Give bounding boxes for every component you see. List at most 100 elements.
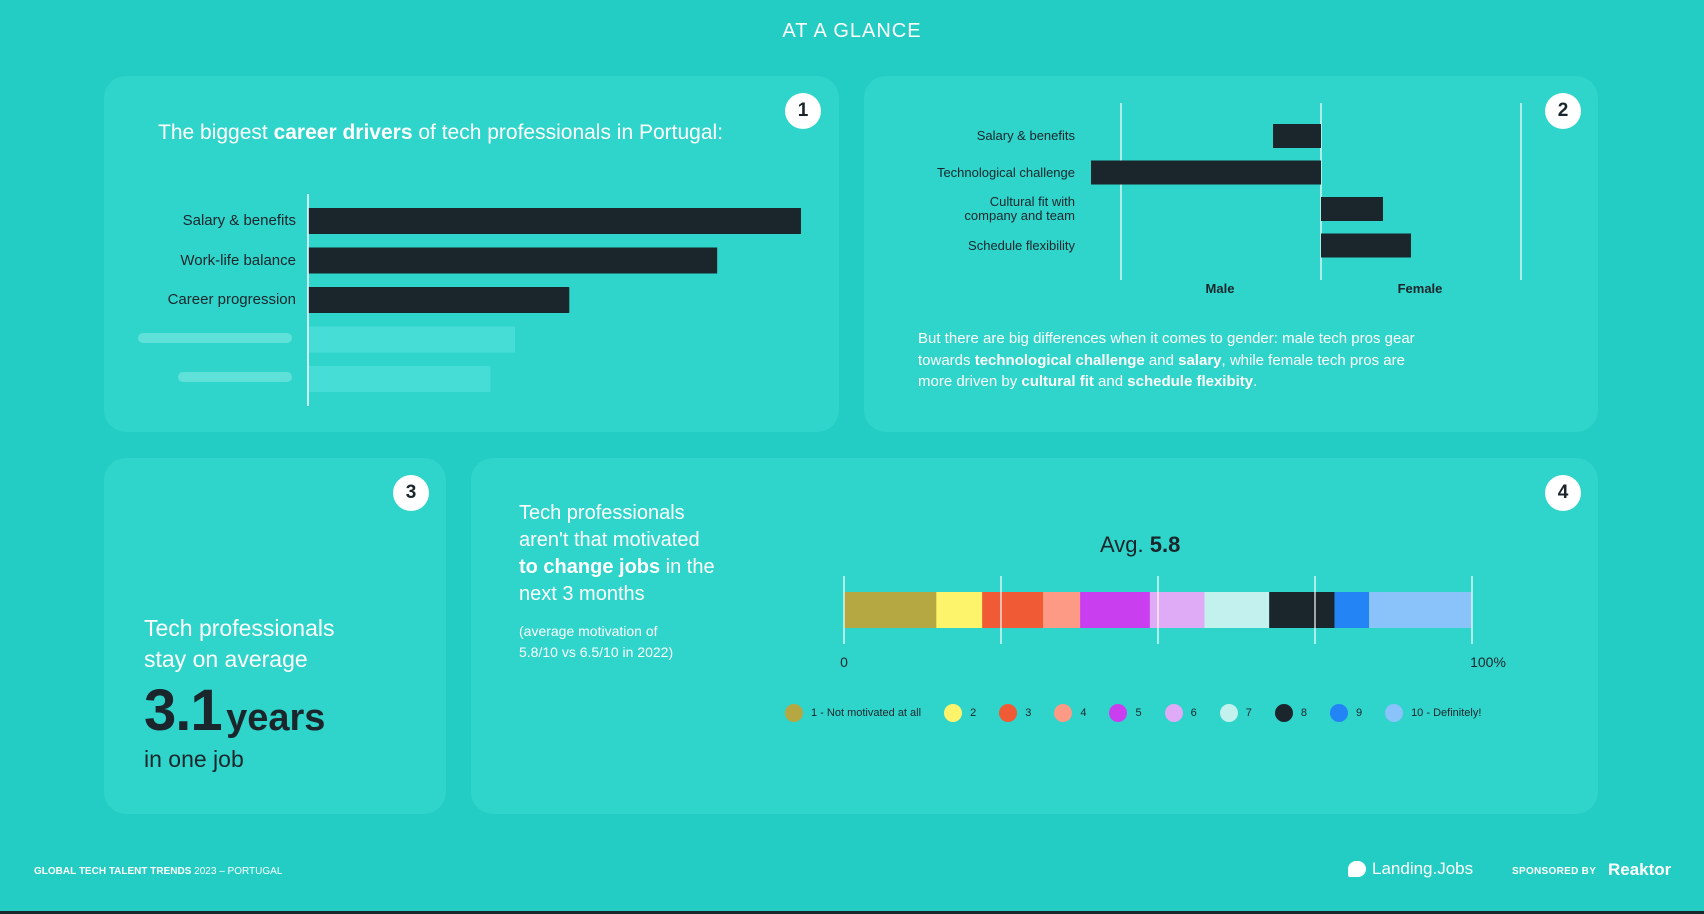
bottom-rule (0, 911, 1704, 914)
legend-swatch (999, 704, 1018, 722)
gender-category-label: Technological challenge (936, 164, 1075, 180)
footer-report-name: GLOBAL TECH TALENT TRENDS (34, 866, 192, 877)
heading-line: Tech professionals (519, 502, 685, 524)
heading-text: in the (660, 556, 715, 578)
gender-description: But there are big differences when it co… (918, 328, 1418, 393)
footer-report-edition: 2023 – PORTUGAL (191, 866, 283, 877)
desc-text: . (1253, 373, 1258, 390)
average-label: Avg. 5.8 (1100, 532, 1180, 558)
motivation-heading: Tech professionals aren't that motivated… (519, 500, 715, 608)
desc-text: and (1144, 351, 1179, 369)
legend-swatch (1219, 704, 1238, 722)
driver-bar (308, 208, 801, 234)
faded-label-placeholder (138, 333, 292, 343)
motivation-legend: 1 - Not motivated at all 2 3 4 5 6 7 8 9 10 - Def… (785, 704, 1504, 722)
motivation-segment (1080, 592, 1151, 628)
male-bar (1091, 160, 1321, 185)
legend-label: 4 (1080, 707, 1087, 719)
legend-swatch (1164, 704, 1183, 722)
driver-bar (308, 287, 570, 313)
landing-jobs-wordmark: Landing.Jobs (1372, 859, 1474, 878)
legend-item: 7 (1219, 704, 1252, 722)
heading-bold: to change jobs (519, 556, 661, 578)
career-drivers-chart (307, 194, 801, 406)
sponsored-by-label: SPONSORED BY (1512, 866, 1597, 877)
subtext-line: (average motivation of (519, 623, 658, 639)
legend-item: 4 (1054, 704, 1086, 722)
gender-category-label: Salary & benefits (976, 128, 1075, 143)
tenure-intro-line-1: Tech professionals (144, 615, 335, 641)
legend-item: 8 (1274, 704, 1307, 722)
career-drivers-card: 1 The biggest career drivers of tech pro… (104, 76, 839, 432)
landing-jobs-icon (1348, 861, 1366, 877)
subtext-line: 5.8/10 vs 6.5/10 in 2022) (519, 644, 674, 660)
legend-item: 1 - Not motivated at all (785, 704, 921, 722)
motivation-segment (1369, 592, 1473, 628)
driver-bar (308, 247, 718, 274)
motivation-segment (1043, 592, 1081, 628)
label-line: Cultural fit with (989, 194, 1075, 209)
faded-driver-bar (308, 326, 516, 353)
faded-label-placeholder (178, 372, 292, 382)
heading-line: aren't that motivated (519, 529, 700, 551)
legend-label: 7 (1245, 707, 1252, 719)
tenure-intro-line-2: stay on average (144, 646, 308, 672)
heading-text-end: of tech professionals in Portugal: (412, 121, 724, 144)
tenure-suffix: in one job (144, 746, 244, 772)
legend-swatch (1054, 704, 1073, 722)
driver-label: Work-life balance (180, 251, 296, 269)
legend-item: 9 (1329, 704, 1363, 722)
motivation-segment (936, 592, 983, 628)
motivation-stacked-bar: 0 100% (840, 576, 1506, 670)
average-value: 5.8 (1149, 532, 1181, 557)
legend-item: 3 (999, 704, 1031, 722)
desc-text: , while female tech pros are more driven… (918, 351, 1405, 391)
tenure-number: 3.1 (144, 678, 223, 743)
female-axis-label: Female (1397, 281, 1443, 296)
card-number-badge: 1 (785, 93, 821, 129)
driver-label: Career progression (167, 291, 296, 308)
tenure-value: 3.1 years (144, 677, 325, 744)
legend-label: 5 (1135, 707, 1142, 719)
legend-swatch (1385, 704, 1404, 722)
motivation-segment (1334, 592, 1370, 628)
heading-line: next 3 months (519, 583, 645, 605)
card-number-badge: 2 (1545, 93, 1581, 129)
motivation-card: 4 Tech professionals aren't that motivat… (471, 458, 1598, 814)
landing-jobs-logo[interactable]: Landing.Jobs (1348, 859, 1473, 879)
legend-item: 6 (1164, 704, 1197, 722)
heading-bold: career drivers (273, 121, 413, 144)
legend-item: 10 - Definitely! (1385, 704, 1481, 722)
legend-label: 10 - Definitely! (1411, 707, 1482, 719)
female-bar (1321, 233, 1411, 258)
motivation-segment (1269, 592, 1335, 628)
heading-line: to change jobs in the (519, 554, 715, 581)
motivation-subtext: (average motivation of 5.8/10 vs 6.5/10 … (519, 621, 673, 663)
desc-bold: cultural fit (1021, 373, 1094, 390)
career-drivers-heading: The biggest career drivers of tech profe… (158, 120, 723, 146)
legend-item: 5 (1109, 704, 1142, 722)
legend-label: 2 (970, 707, 977, 719)
legend-label: 1 - Not motivated at all (811, 707, 922, 719)
driver-label: Salary & benefits (182, 212, 296, 229)
motivation-segment (844, 592, 937, 628)
reaktor-logo[interactable]: Reaktor (1608, 860, 1672, 879)
job-tenure-card: 3 Tech professionals stay on average 3.1… (104, 458, 446, 814)
faded-driver-bar (308, 366, 491, 392)
gender-category-label: Cultural fit with company and team (964, 195, 1075, 223)
legend-swatch (1274, 704, 1293, 722)
desc-text: But there are big differences when it co… (918, 330, 1415, 369)
legend-label: 9 (1355, 707, 1363, 719)
desc-bold: salary (1178, 351, 1222, 369)
card-number-badge: 3 (393, 475, 429, 511)
motivation-segment (982, 592, 1044, 628)
legend-swatch (944, 704, 963, 722)
desc-text: and (1093, 373, 1128, 390)
motivation-segment (1204, 592, 1270, 628)
desc-bold: schedule flexibity (1127, 373, 1254, 390)
legend-swatch (785, 704, 803, 722)
card-number-badge: 4 (1545, 475, 1581, 511)
female-bar (1321, 197, 1383, 221)
average-prefix: Avg. (1100, 532, 1144, 557)
legend-swatch (1109, 704, 1128, 722)
